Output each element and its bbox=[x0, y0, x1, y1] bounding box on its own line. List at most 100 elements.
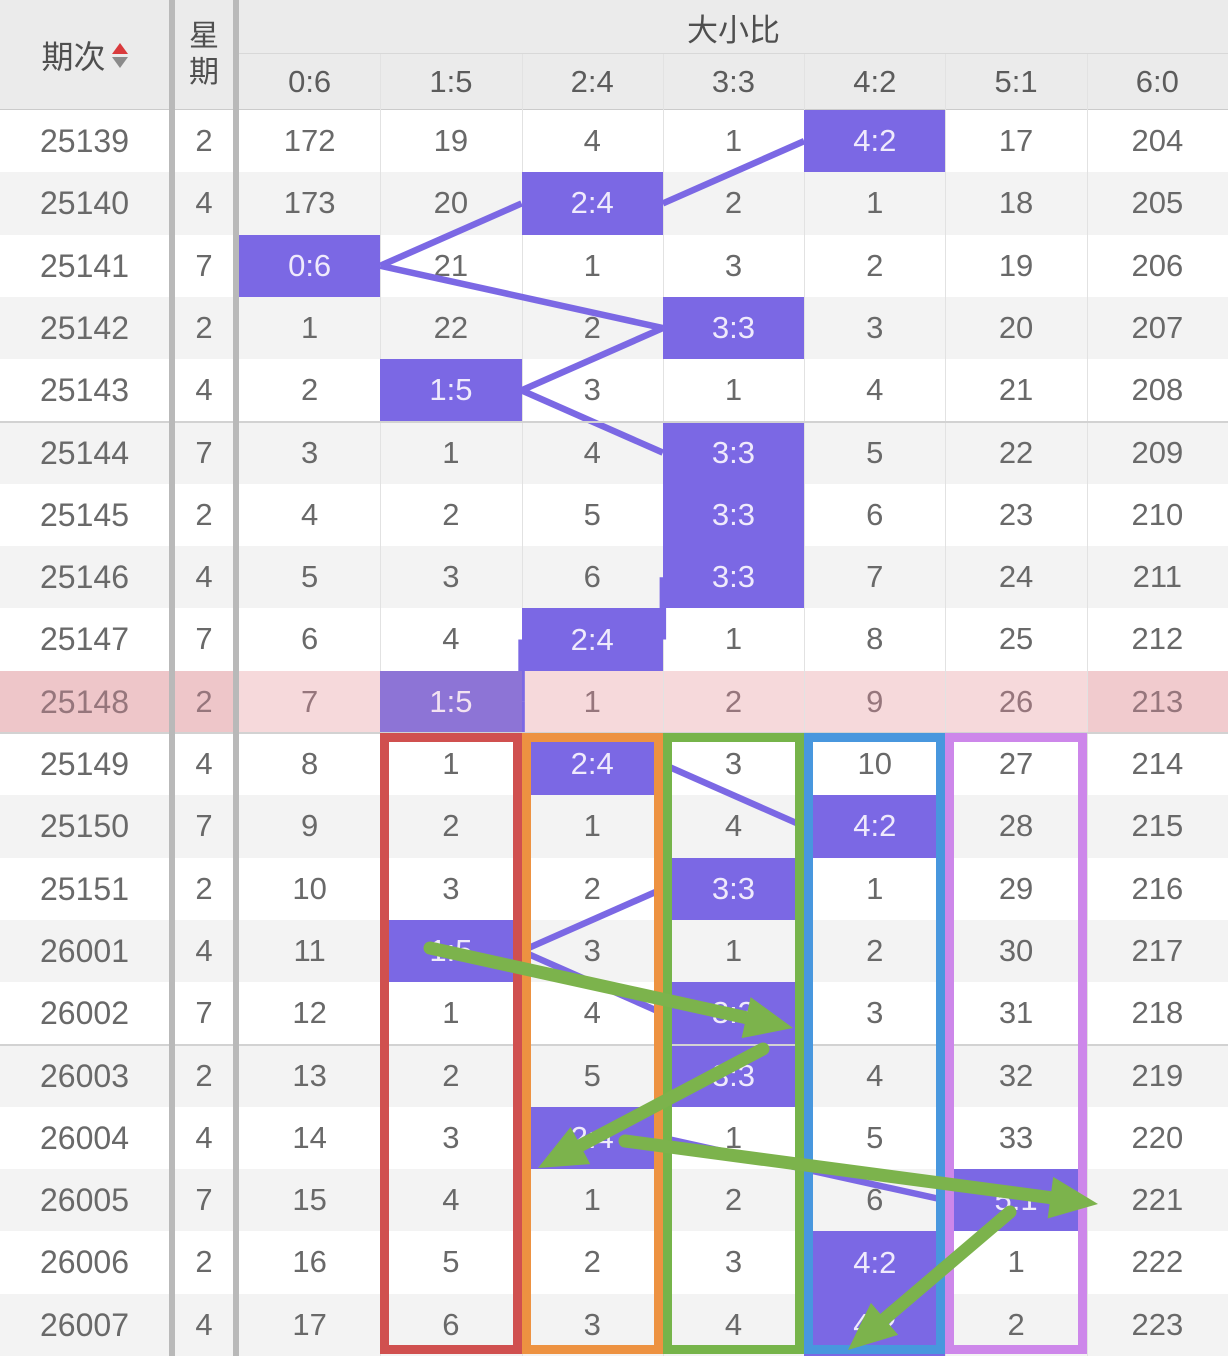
weekday-cell: 2 bbox=[195, 1244, 213, 1280]
miss-count-cell: 3 bbox=[724, 247, 743, 283]
miss-count-cell: 26 bbox=[998, 683, 1034, 719]
miss-count-cell: 28 bbox=[998, 808, 1034, 844]
column-box-1-5 bbox=[380, 733, 522, 1354]
period-column-header[interactable]: 期次 bbox=[0, 0, 169, 110]
miss-count-cell: 2 bbox=[442, 1057, 460, 1093]
sort-icons[interactable] bbox=[111, 42, 128, 68]
miss-count-cell: 11 bbox=[293, 932, 326, 968]
miss-count-cell: 204 bbox=[1131, 123, 1184, 158]
miss-count-cell: 24 bbox=[998, 559, 1034, 595]
column-box-2-4 bbox=[521, 733, 663, 1354]
weekday-cell: 2 bbox=[195, 870, 213, 906]
ratio-column-header-5-1: 5:1 bbox=[994, 64, 1038, 99]
miss-count-cell: 1 bbox=[442, 434, 460, 470]
miss-count-cell: 1 bbox=[583, 247, 601, 283]
miss-count-cell: 19 bbox=[433, 123, 469, 158]
miss-count-cell: 7 bbox=[301, 683, 319, 719]
row-stripe bbox=[0, 546, 1228, 609]
selected-row-background bbox=[239, 670, 381, 733]
miss-count-cell: 205 bbox=[1131, 185, 1184, 221]
miss-count-cell: 3 bbox=[442, 559, 460, 595]
miss-count-cell: 15 bbox=[292, 1182, 327, 1218]
miss-count-cell: 21 bbox=[998, 372, 1034, 408]
column-box-4-2 bbox=[804, 733, 946, 1354]
miss-count-cell: 222 bbox=[1131, 1244, 1184, 1280]
weekday-cell: 2 bbox=[195, 309, 213, 345]
selected-row-background bbox=[1086, 670, 1228, 733]
weekday-cell: 2 bbox=[195, 123, 213, 158]
miss-count-cell: 218 bbox=[1131, 995, 1184, 1031]
period-cell: 25146 bbox=[40, 559, 129, 596]
miss-count-cell: 3 bbox=[301, 434, 319, 470]
miss-count-cell: 211 bbox=[1132, 559, 1183, 595]
miss-count-cell: 17 bbox=[998, 123, 1034, 158]
period-cell: 25145 bbox=[40, 496, 129, 533]
hit-ratio-cell: 4:2 bbox=[804, 795, 946, 858]
hit-ratio-cell: 3:3 bbox=[662, 546, 805, 609]
miss-count-cell: 10 bbox=[292, 870, 327, 906]
miss-count-cell: 6 bbox=[301, 621, 319, 657]
miss-count-cell: 207 bbox=[1131, 309, 1184, 345]
weekday-cell: 4 bbox=[195, 559, 213, 595]
header-bottom-line bbox=[0, 109, 1228, 110]
weekday-cell: 2 bbox=[195, 683, 213, 719]
miss-count-cell: 22 bbox=[433, 309, 469, 345]
weekday-cell: 4 bbox=[195, 746, 213, 781]
miss-count-cell: 3 bbox=[442, 1119, 460, 1155]
miss-count-cell: 6 bbox=[866, 496, 884, 532]
miss-count-cell: 215 bbox=[1131, 808, 1184, 844]
hit-ratio-cell: 3:3 bbox=[662, 421, 805, 484]
selected-row-background bbox=[521, 670, 663, 733]
ratio-column-header-6-0: 6:0 bbox=[1135, 64, 1179, 99]
miss-count-cell: 206 bbox=[1131, 247, 1184, 283]
row-stripe bbox=[0, 1231, 1228, 1294]
miss-count-cell: 20 bbox=[433, 185, 469, 221]
ratio-column-header-2-4: 2:4 bbox=[570, 64, 614, 99]
selected-row-background bbox=[804, 670, 946, 733]
miss-count-cell: 1 bbox=[583, 1182, 601, 1218]
period-cell: 25140 bbox=[40, 185, 129, 222]
ratio-column-header-3-3: 3:3 bbox=[711, 64, 756, 99]
period-cell: 25143 bbox=[40, 372, 129, 409]
miss-count-cell: 1 bbox=[583, 808, 601, 844]
hit-ratio-cell: 2:4 bbox=[521, 608, 663, 671]
miss-count-cell: 208 bbox=[1131, 372, 1184, 408]
period-cell: 25142 bbox=[40, 309, 129, 346]
miss-count-cell: 17 bbox=[292, 1306, 327, 1342]
miss-count-cell: 5 bbox=[442, 1244, 460, 1280]
miss-count-cell: 1 bbox=[583, 683, 601, 719]
weekday-cell: 7 bbox=[195, 247, 213, 283]
miss-count-cell: 4 bbox=[724, 1306, 743, 1342]
miss-count-cell: 8 bbox=[866, 621, 884, 657]
miss-count-cell: 2 bbox=[301, 372, 319, 408]
period-cell: 25139 bbox=[40, 123, 129, 159]
miss-count-cell: 3 bbox=[724, 1244, 743, 1280]
period-cell: 25147 bbox=[40, 621, 129, 658]
weekday-cell: 4 bbox=[195, 185, 213, 221]
sort-descending-icon[interactable] bbox=[111, 56, 128, 68]
column-separator-line bbox=[662, 54, 664, 1356]
period-cell: 26007 bbox=[40, 1306, 129, 1343]
miss-count-cell: 223 bbox=[1131, 1306, 1184, 1342]
weekday-cell: 2 bbox=[195, 1057, 213, 1093]
hit-ratio-cell: 1:5 bbox=[380, 359, 522, 422]
miss-count-cell: 4 bbox=[583, 434, 601, 470]
miss-count-cell: 212 bbox=[1131, 621, 1184, 657]
miss-count-cell: 2 bbox=[583, 309, 601, 345]
miss-count-cell: 31 bbox=[998, 995, 1034, 1031]
column-divider-bar bbox=[233, 0, 239, 1356]
miss-count-cell: 25 bbox=[998, 621, 1034, 657]
weekday-cell: 4 bbox=[195, 372, 213, 408]
miss-count-cell: 6 bbox=[442, 1306, 460, 1342]
miss-count-cell: 18 bbox=[998, 185, 1034, 221]
hit-ratio-cell: 0:6 bbox=[239, 234, 381, 297]
sort-ascending-icon[interactable] bbox=[111, 42, 128, 54]
miss-count-cell: 2 bbox=[866, 247, 884, 283]
miss-count-cell: 3 bbox=[583, 372, 601, 408]
miss-count-cell: 4 bbox=[583, 123, 601, 158]
miss-count-cell: 4 bbox=[301, 496, 319, 532]
weekday-cell: 4 bbox=[195, 1306, 213, 1342]
miss-count-cell: 23 bbox=[998, 496, 1034, 532]
weekday-cell: 2 bbox=[195, 496, 213, 532]
